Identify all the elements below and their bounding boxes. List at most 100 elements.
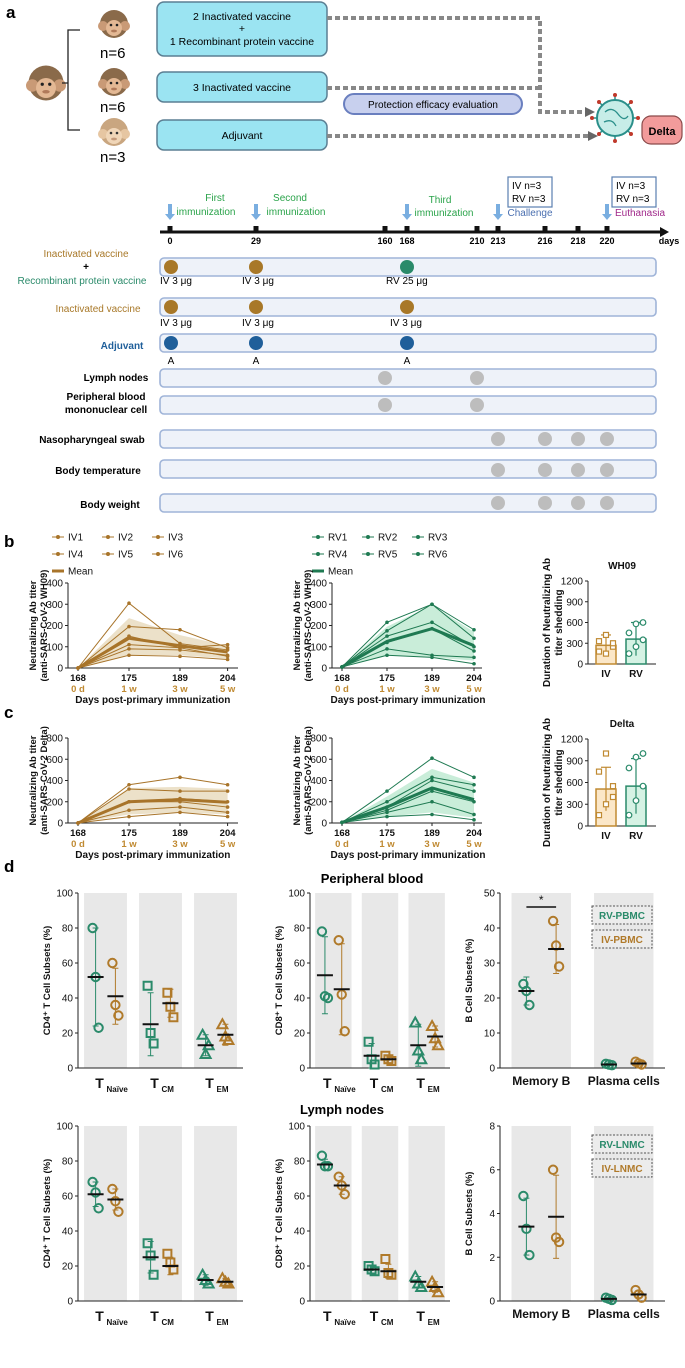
legend-marker	[106, 552, 110, 556]
chart-d-ln-b: 0 2 4 6 8 B Cell Subsets (%) Memory B Plasma ce…	[464, 1122, 665, 1321]
series-line-RV1	[341, 603, 475, 668]
x-tick-label-sub: EM	[217, 1085, 229, 1094]
x-tick-label: RV	[629, 669, 643, 680]
y-tick-label: 400	[310, 579, 327, 590]
data-point	[639, 750, 647, 757]
data-point	[414, 1052, 428, 1065]
data-point	[107, 1183, 118, 1195]
row6-label: Nasopharyngeal swab	[39, 435, 145, 446]
series-line-IV6	[77, 654, 228, 669]
sample-dot	[571, 463, 585, 477]
y-axis-title-2: (anti-SARS-CoV-2 WH09)	[39, 570, 50, 682]
y-tick-label: 60	[294, 1192, 306, 1203]
legend-iv-lnmc-box	[591, 1158, 653, 1178]
schedule-row-5	[159, 395, 657, 415]
data-point-RV1	[385, 620, 389, 625]
legend-marker	[416, 552, 420, 556]
box1-line3: 1 Recombinant protein vaccine	[170, 36, 314, 48]
data-point	[113, 1206, 124, 1217]
sample-dot	[538, 496, 552, 510]
y-tick-label: 0	[57, 819, 63, 830]
data-point-IV2	[178, 627, 182, 632]
data-point-RV1	[472, 627, 476, 632]
data-point-RV2	[430, 775, 434, 780]
sample-dot	[470, 371, 484, 385]
data-point	[93, 1203, 104, 1214]
series-line-RV3	[341, 621, 475, 668]
data-point	[148, 1269, 159, 1280]
x-tick-label-sub: Naïve	[107, 1318, 129, 1327]
x-tick-label: Plasma cells	[588, 1074, 660, 1088]
group2-n: n=6	[100, 99, 125, 116]
x-tick-label: Memory B	[512, 1307, 570, 1321]
data-point-RV1	[385, 789, 389, 793]
sample-dot	[538, 463, 552, 477]
third-immunization-l1: Third	[429, 195, 452, 206]
y-axis-title: CD4⁺ T Cell Subsets (%)	[42, 926, 53, 1036]
legend-label: RV3	[428, 533, 448, 544]
data-point-RV1	[430, 756, 434, 760]
y-axis-title: B Cell Subsets (%)	[464, 939, 475, 1023]
y-tick-label: 2	[489, 1253, 495, 1264]
dose-a-2: A	[253, 356, 260, 367]
challenge-rv: RV n=3	[512, 194, 546, 205]
y-tick-label: 80	[294, 924, 306, 935]
data-point	[524, 999, 535, 1011]
data-point-IV6	[178, 654, 182, 659]
y-tick-label: 100	[56, 889, 73, 900]
group1-n: n=6	[100, 45, 125, 62]
row1-label-1: Inactivated vaccine	[43, 249, 128, 260]
x-week-label: 0 d	[71, 684, 85, 695]
y-axis-title: Neutralizing Ab titer	[28, 735, 39, 825]
panel-label-a: a	[6, 3, 16, 22]
tick-220: 220	[599, 236, 614, 246]
x-tick-label: 168	[70, 673, 86, 684]
category-shade	[361, 893, 399, 1068]
x-tick-label-t: T	[416, 1075, 425, 1091]
category-shade	[594, 1126, 654, 1301]
y-tick-label: 1200	[561, 577, 584, 588]
x-tick-label: 204	[220, 828, 237, 839]
x-week-label: 1 w	[121, 839, 137, 850]
dose-dot	[400, 260, 414, 274]
legend-marker	[416, 535, 420, 539]
legend-label: IV2	[118, 533, 133, 544]
tick-218: 218	[570, 236, 585, 246]
timeline-tick-4	[474, 226, 480, 232]
box3-label: Adjuvant	[222, 130, 263, 142]
x-tick-label-sub: Naïve	[107, 1085, 129, 1094]
data-point	[336, 989, 347, 1000]
y-axis-title-2: (anti-SARS-CoV-2 Delta)	[303, 726, 314, 835]
y-tick-label: 800	[310, 734, 327, 745]
data-point-IV6	[178, 810, 182, 815]
legend-marker	[366, 552, 370, 556]
y-tick-label: 80	[294, 1157, 306, 1168]
tick-213: 213	[490, 236, 505, 246]
x-tick-label-t: T	[205, 1075, 214, 1091]
y-tick-label: 100	[288, 1122, 305, 1133]
y-tick-label: 0	[577, 660, 583, 671]
y-tick-label: 300	[566, 639, 583, 650]
data-point	[87, 1176, 98, 1188]
y-tick-label: 300	[46, 600, 63, 611]
x-week-label: 1 w	[379, 684, 395, 695]
data-point	[363, 1036, 374, 1047]
dose-a-3: A	[404, 356, 411, 367]
monkey-large	[26, 65, 66, 101]
y-tick-label: 20	[62, 1262, 74, 1273]
y-tick-label: 400	[310, 776, 327, 787]
y-axis-title-2: (anti-SARS-CoV-2 Delta)	[39, 726, 50, 835]
y-axis-title: CD8⁺ T Cell Subsets (%)	[274, 926, 285, 1036]
x-tick-label: 175	[121, 673, 138, 684]
data-point	[316, 926, 328, 937]
timeline-arrowhead	[660, 227, 669, 237]
x-tick-label-t: T	[370, 1308, 379, 1324]
series-line-RV2	[341, 776, 475, 823]
x-week-label: 0 d	[335, 684, 349, 695]
legend-marker	[366, 535, 370, 539]
